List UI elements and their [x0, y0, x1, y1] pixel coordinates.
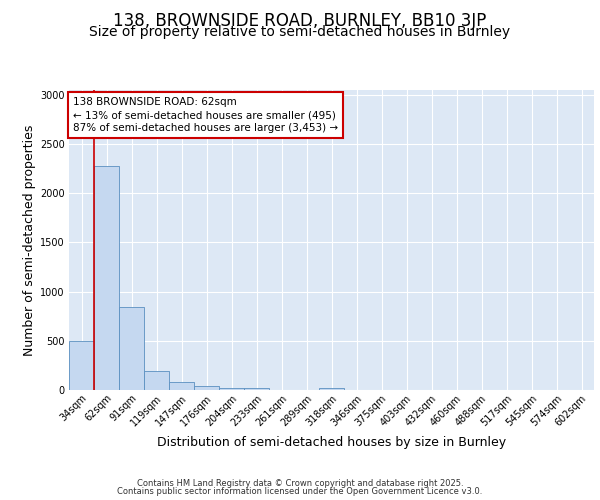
Bar — [169, 382, 194, 390]
Text: Size of property relative to semi-detached houses in Burnley: Size of property relative to semi-detach… — [89, 25, 511, 39]
Text: 138 BROWNSIDE ROAD: 62sqm
← 13% of semi-detached houses are smaller (495)
87% of: 138 BROWNSIDE ROAD: 62sqm ← 13% of semi-… — [73, 97, 338, 134]
Bar — [244, 388, 269, 390]
Bar — [144, 372, 169, 390]
Bar — [219, 388, 244, 390]
Bar — [119, 308, 144, 390]
Y-axis label: Number of semi-detached properties: Number of semi-detached properties — [23, 124, 36, 356]
Bar — [194, 386, 219, 390]
X-axis label: Distribution of semi-detached houses by size in Burnley: Distribution of semi-detached houses by … — [157, 436, 506, 449]
Text: Contains HM Land Registry data © Crown copyright and database right 2025.: Contains HM Land Registry data © Crown c… — [137, 478, 463, 488]
Bar — [319, 388, 344, 390]
Bar — [69, 341, 94, 390]
Text: 138, BROWNSIDE ROAD, BURNLEY, BB10 3JP: 138, BROWNSIDE ROAD, BURNLEY, BB10 3JP — [113, 12, 487, 30]
Bar — [94, 166, 119, 390]
Text: Contains public sector information licensed under the Open Government Licence v3: Contains public sector information licen… — [118, 487, 482, 496]
